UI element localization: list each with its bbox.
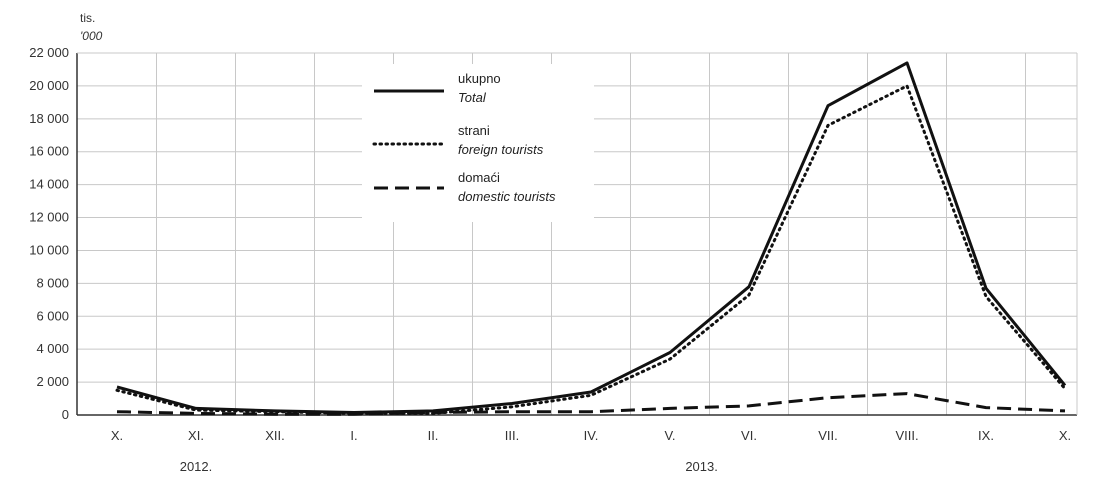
series-lines [115,61,1067,416]
x-tick-label: I. [350,428,357,443]
y-tick-label: 4 000 [36,341,69,356]
year-label: 2013. [685,459,718,474]
series-line-dashed [116,392,1066,416]
y-tick-label: 6 000 [36,308,69,323]
y-tick-label: 10 000 [29,242,69,257]
y-tick-label: 20 000 [29,78,69,93]
year-labels: 2012. 2013. [180,459,718,474]
y-tick-label: 18 000 [29,111,69,126]
legend-label-foreign: strani [458,123,490,138]
y-tick-label: 14 000 [29,177,69,192]
unit-label-english: '000 [80,29,103,43]
x-tick-label: VI. [741,428,757,443]
y-axis-ticks: 22 000 20 000 18 000 16 000 14 000 12 000 10 0… [29,45,69,422]
legend-label-total: ukupno [458,71,501,86]
x-tick-label: XII. [265,428,285,443]
x-tick-label: V. [664,428,675,443]
y-tick-label: 2 000 [36,374,69,389]
y-tick-label: 22 000 [29,45,69,60]
series-line-dotted [115,84,1067,415]
unit-label-local: tis. [80,11,95,25]
y-tick-label: 0 [62,407,69,422]
x-tick-label: III. [505,428,519,443]
x-tick-label: VIII. [895,428,918,443]
y-tick-label: 16 000 [29,144,69,159]
x-tick-label: VII. [818,428,838,443]
x-tick-label: X. [1059,428,1071,443]
series-line-solid [116,61,1067,414]
year-label: 2012. [180,459,213,474]
x-tick-label: IV. [584,428,599,443]
y-tick-label: 12 000 [29,210,69,225]
x-axis-ticks: X. XI. XII. I. II. III. IV. V. VI. VII. VIII. IX. X. [111,428,1071,443]
x-tick-label: XI. [188,428,204,443]
legend: ukupno Total strani foreign tourists dom… [362,64,594,222]
x-tick-label: II. [428,428,439,443]
x-tick-label: IX. [978,428,994,443]
legend-label-total-en: Total [458,90,487,105]
x-tick-label: X. [111,428,123,443]
legend-label-foreign-en: foreign tourists [458,142,544,157]
legend-label-domestic-en: domestic tourists [458,189,556,204]
y-tick-label: 8 000 [36,275,69,290]
legend-label-domestic: domaći [458,170,500,185]
